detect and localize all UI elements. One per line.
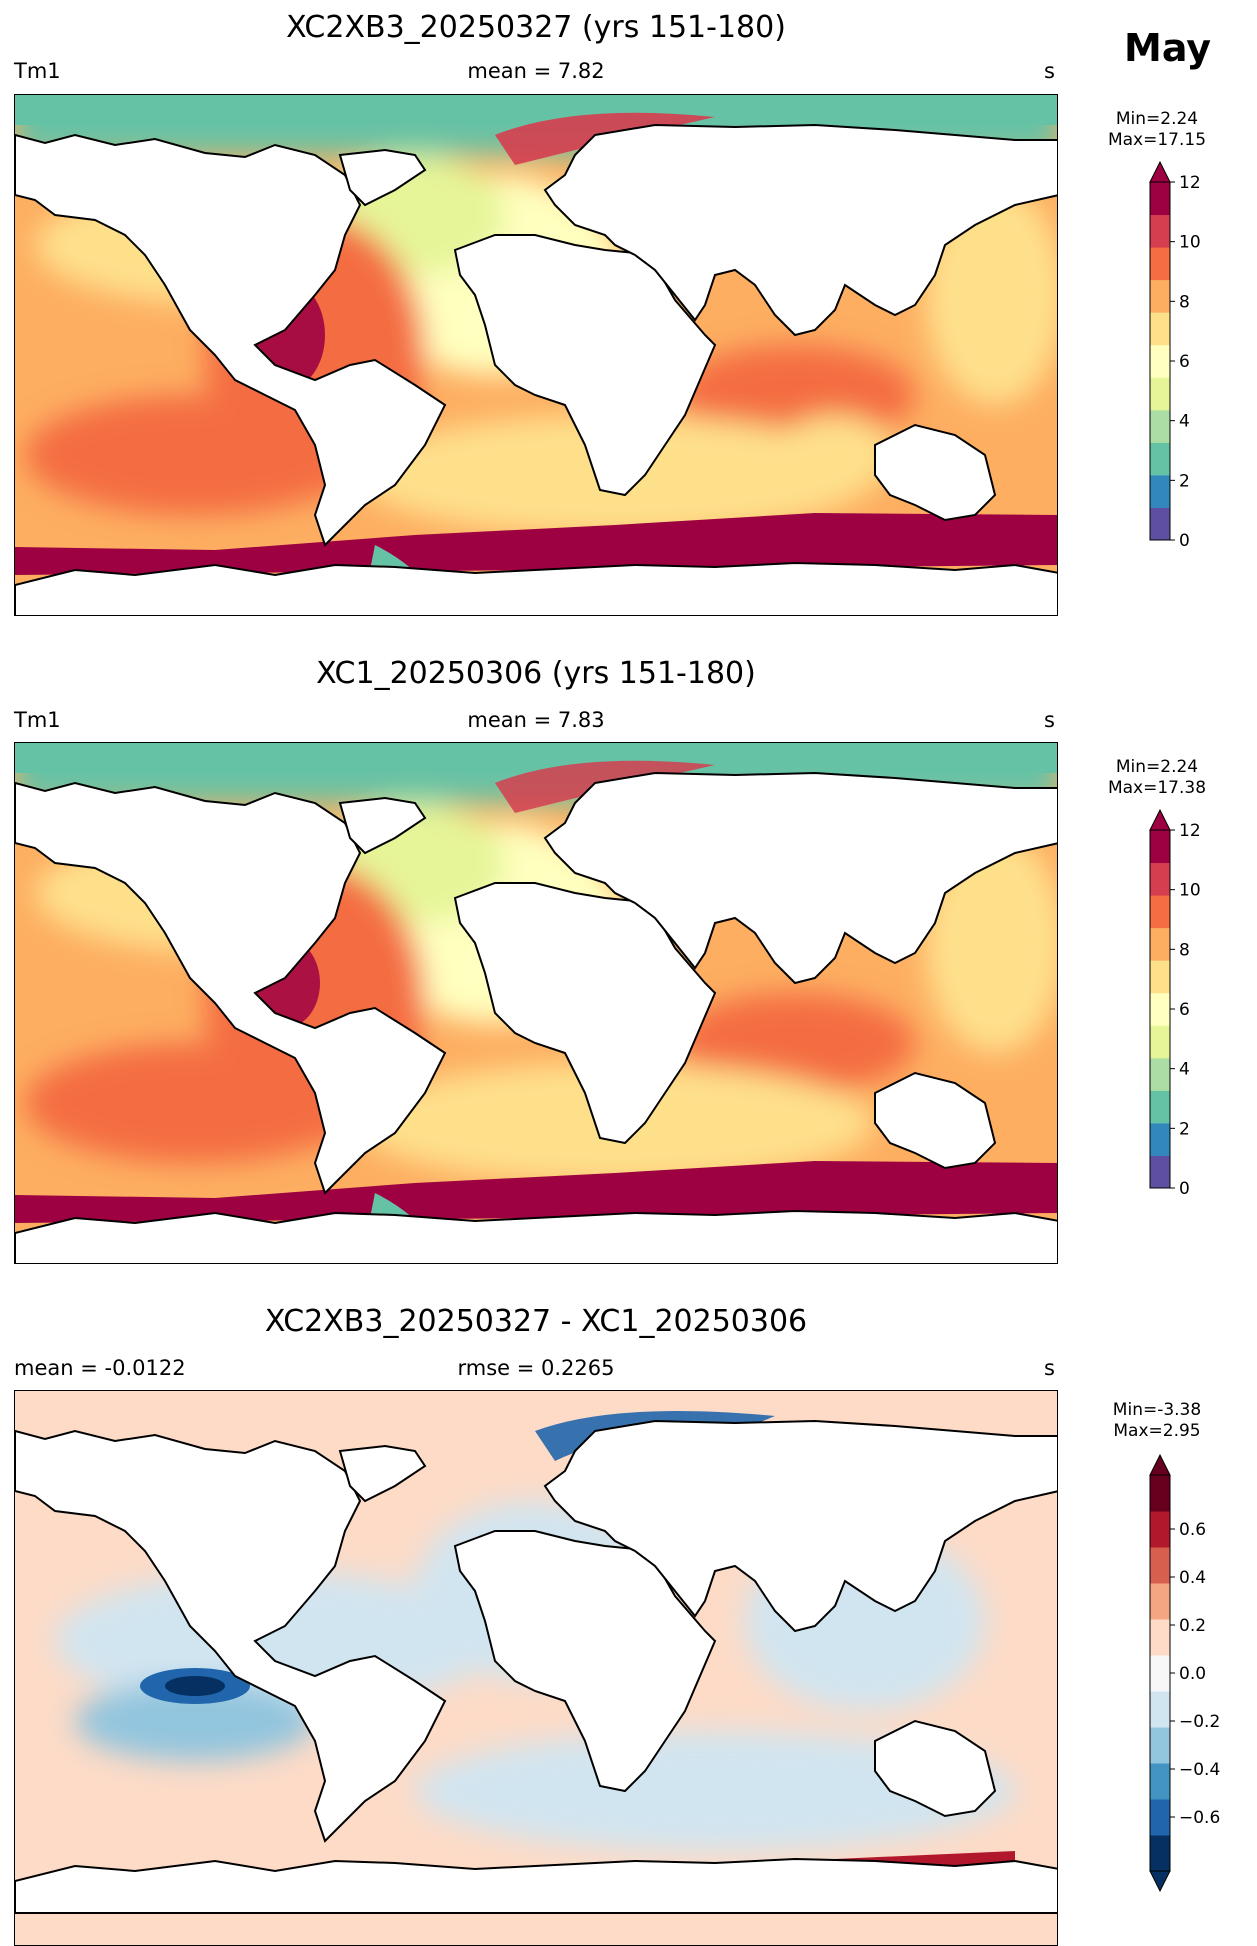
colorbar-tick-label: 10 xyxy=(1179,881,1201,901)
colorbar-segment xyxy=(1150,1763,1170,1800)
panel-1-variable-label: Tm1 xyxy=(14,59,61,83)
colorbar-segment xyxy=(1150,862,1170,896)
panel-1-mean-label: mean = 7.82 xyxy=(467,59,605,83)
colorbar-tick-label: 0.2 xyxy=(1179,1616,1206,1636)
panel-3-minmax: Min=-3.38 Max=2.95 xyxy=(1112,1400,1202,1441)
colorbar-segment xyxy=(1150,442,1170,476)
colorbar-segment xyxy=(1150,1057,1170,1091)
panel-1-colorbar: 12 10 8 6 4 2 0 xyxy=(1149,160,1201,551)
colorbar-segment xyxy=(1150,1799,1170,1836)
colorbar-segment xyxy=(1150,927,1170,961)
colorbar-tick-label: −0.4 xyxy=(1179,1760,1220,1780)
colorbar-tick-label: 12 xyxy=(1179,173,1201,193)
colorbar-segment xyxy=(1150,312,1170,346)
colorbar-segment xyxy=(1150,214,1170,248)
colorbar-segment xyxy=(1150,1619,1170,1656)
panel-3-mean-label: mean = -0.0122 xyxy=(14,1356,186,1380)
colorbar-segment xyxy=(1150,279,1170,313)
colorbar-tick-label: −0.6 xyxy=(1179,1808,1220,1828)
colorbar-segment xyxy=(1150,992,1170,1026)
colorbar-segment xyxy=(1150,830,1170,864)
panel-2-units-label: s xyxy=(1044,708,1055,732)
colorbar-tick-label: −0.2 xyxy=(1179,1712,1220,1732)
colorbar-extend-max xyxy=(1149,808,1171,831)
panel-1-minmax: Min=2.24 Max=17.15 xyxy=(1107,109,1207,150)
colorbar-tick-label: 10 xyxy=(1179,233,1201,253)
panel-1-title: XC2XB3_20250327 (yrs 151-180) xyxy=(286,10,786,45)
colorbar-segment xyxy=(1150,182,1170,216)
colorbar-segment xyxy=(1150,247,1170,281)
colorbar-segment xyxy=(1150,377,1170,411)
panel-2-mean-label: mean = 7.83 xyxy=(467,708,605,732)
colorbar-tick-label: 12 xyxy=(1179,821,1201,841)
colorbar-segment xyxy=(1150,409,1170,443)
panel-2-title: XC1_20250306 (yrs 151-180) xyxy=(316,656,756,691)
colorbar-tick-label: 6 xyxy=(1179,352,1190,372)
colorbar-segment xyxy=(1150,344,1170,378)
colorbar-tick-label: 0.4 xyxy=(1179,1568,1206,1588)
panel-3-rmse-label: rmse = 0.2265 xyxy=(457,1356,615,1380)
colorbar-segment xyxy=(1150,960,1170,994)
colorbar-segment xyxy=(1150,1025,1170,1059)
colorbar-tick-label: 0 xyxy=(1179,531,1190,551)
panel-3-colorbar: 0.6 0.4 0.2 0.0 −0.2 −0.4 −0.6 xyxy=(1149,1453,1220,1893)
colorbar-tick-label: 0.0 xyxy=(1179,1664,1206,1684)
colorbar-tick-label: 8 xyxy=(1179,292,1190,312)
colorbar-segment xyxy=(1150,507,1170,541)
colorbar-tick-label: 6 xyxy=(1179,1000,1190,1020)
colorbar-segment xyxy=(1150,474,1170,508)
colorbar-extend-min xyxy=(1149,1870,1171,1893)
panel-3-units-label: s xyxy=(1044,1356,1055,1380)
colorbar-segment xyxy=(1150,1547,1170,1584)
panel-2-map xyxy=(14,742,1058,1264)
colorbar-tick-label: 2 xyxy=(1179,1119,1190,1139)
panel-2-minmax: Min=2.24 Max=17.38 xyxy=(1107,757,1207,798)
colorbar-extend-max xyxy=(1149,160,1171,183)
colorbar-segment xyxy=(1150,1583,1170,1620)
month-label: May xyxy=(1124,26,1212,70)
colorbar-segment xyxy=(1150,1727,1170,1764)
colorbar-tick-label: 8 xyxy=(1179,940,1190,960)
panel-1-map xyxy=(14,94,1058,616)
colorbar-segment xyxy=(1150,1835,1170,1872)
panel-2-variable-label: Tm1 xyxy=(14,708,61,732)
colorbar-segment xyxy=(1150,1475,1170,1512)
colorbar-segment xyxy=(1150,895,1170,929)
panel-3-map xyxy=(14,1390,1058,1946)
panel-3-title: XC2XB3_20250327 - XC1_20250306 xyxy=(264,1304,808,1339)
colorbar-segment xyxy=(1150,1155,1170,1189)
colorbar-segment xyxy=(1150,1655,1170,1692)
panel-1-units-label: s xyxy=(1044,59,1055,83)
colorbar-segment xyxy=(1150,1691,1170,1728)
colorbar-segment xyxy=(1150,1122,1170,1156)
colorbar-tick-label: 4 xyxy=(1179,412,1190,432)
colorbar-tick-label: 2 xyxy=(1179,471,1190,491)
colorbar-extend-max xyxy=(1149,1453,1171,1476)
colorbar-tick-label: 0.6 xyxy=(1179,1520,1206,1540)
colorbar-tick-label: 0 xyxy=(1179,1179,1190,1199)
colorbar-segment xyxy=(1150,1090,1170,1124)
colorbar-segment xyxy=(1150,1511,1170,1548)
colorbar-tick-label: 4 xyxy=(1179,1060,1190,1080)
panel-2-colorbar: 12 10 8 6 4 2 0 xyxy=(1149,808,1201,1199)
